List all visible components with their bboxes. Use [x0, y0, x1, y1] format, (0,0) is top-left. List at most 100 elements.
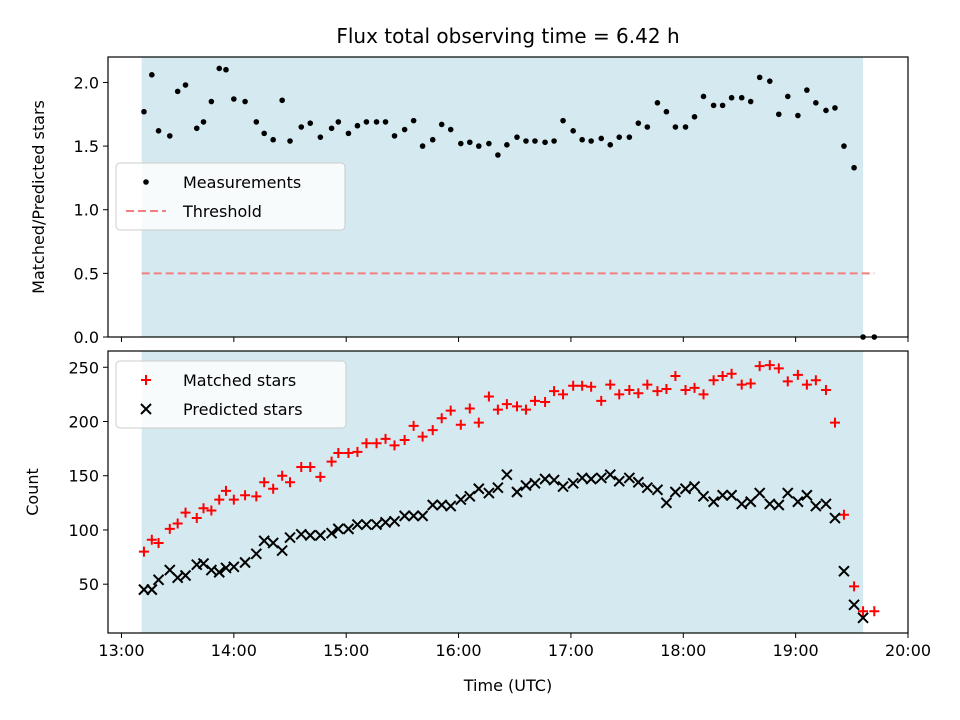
measurement-point [466, 139, 473, 146]
y-tick-label: 0.0 [74, 328, 99, 347]
measurement-point [182, 82, 189, 88]
measurement-point [700, 93, 707, 100]
predicted-star-point [782, 487, 794, 499]
predicted-star-point [857, 612, 869, 624]
matched-star-point [180, 507, 191, 518]
y-axis-label: Count [23, 468, 42, 516]
legend: Measurements Threshold [115, 162, 346, 231]
measurement-point [391, 133, 398, 139]
predicted-star-point [492, 481, 504, 494]
matched-star-point [717, 370, 728, 381]
predicted-star-point [744, 496, 757, 508]
matched-star-point [153, 537, 164, 548]
predicted-star-point [548, 474, 560, 486]
measurement-point [419, 143, 426, 149]
matched-star-point [285, 477, 296, 488]
matched-star-point [492, 404, 503, 415]
matched-star-point [408, 420, 419, 431]
measurement-point [682, 124, 689, 130]
matched-star-point [568, 380, 579, 391]
legend: Matched stars Predicted stars [115, 360, 347, 429]
y-tick-label: 100 [68, 521, 99, 540]
measurement-point [261, 130, 267, 137]
predicted-star-point [848, 599, 860, 611]
matched-star-point [586, 381, 597, 392]
predicted-star-point [641, 481, 654, 494]
x-tick-label: 13:00 [98, 641, 144, 660]
measurement-point [738, 94, 745, 101]
measurement-point [438, 121, 445, 128]
matched-star-point [138, 546, 149, 557]
predicted-star-point [398, 510, 411, 522]
matched-star-point [670, 370, 681, 381]
matched-star-point [389, 440, 400, 451]
predicted-star-point [370, 518, 383, 531]
predicted-star-point [416, 510, 429, 522]
measurement-point [345, 130, 352, 137]
matched-star-point [445, 405, 456, 416]
predicted-star-point [539, 473, 551, 485]
matched-star-point [605, 379, 616, 390]
predicted-star-point [314, 529, 327, 542]
predicted-star-point [801, 489, 813, 501]
measurement-point [579, 136, 585, 143]
matched-star-point [633, 388, 644, 399]
matched-star-point [268, 483, 279, 494]
matched-star-point [540, 396, 551, 407]
measurement-point [728, 94, 735, 101]
x-tick-label: 14:00 [211, 641, 257, 660]
predicted-star-point [623, 472, 636, 484]
measurement-point [174, 88, 181, 95]
measurement-point [317, 134, 324, 140]
predicted-star-point [829, 512, 841, 524]
y-axis-label: Matched/Predicted stars [29, 100, 48, 294]
measurement-point [795, 112, 801, 119]
measurement-point [523, 138, 529, 144]
matched-star-point [745, 378, 756, 389]
measurement-point [307, 120, 314, 126]
axes-frame [107, 56, 909, 338]
measurement-point [155, 128, 162, 134]
matched-star-point [455, 419, 466, 430]
matched-star-point [228, 494, 239, 505]
measurement-point [458, 140, 464, 147]
predicted-star-point [707, 496, 720, 508]
measurement-point [784, 93, 791, 100]
measurement-point [242, 98, 248, 105]
predicted-star-point [455, 493, 467, 506]
measurement-point [813, 100, 819, 106]
predicted-star-point [725, 489, 738, 501]
legend-label: Matched stars [183, 371, 296, 390]
predicted-star-point [736, 498, 748, 510]
matched-star-point [577, 380, 588, 391]
measurement-point [841, 143, 847, 149]
measurement-point [208, 98, 215, 105]
predicted-star-point [228, 561, 240, 573]
matched-star-point [708, 375, 719, 386]
matched-star-point [343, 447, 354, 458]
matched-star-point [464, 403, 475, 414]
measurement-point [475, 143, 482, 149]
predicted-star-point [773, 499, 785, 511]
matched-star-point [529, 395, 540, 406]
legend-label: Threshold [182, 202, 262, 221]
matched-star-point [838, 509, 849, 520]
matched-star-point [206, 505, 217, 516]
predicted-star-point [511, 486, 523, 498]
series-matched-stars [138, 360, 880, 617]
y-tick-label: 1.5 [74, 137, 99, 156]
measurement-point [354, 122, 361, 129]
predicted-star-point [576, 472, 588, 484]
measurement-point [663, 108, 670, 115]
predicted-star-point [838, 565, 850, 577]
matched-star-point [782, 376, 793, 387]
measurement-point [200, 119, 207, 125]
measurement-point [363, 119, 370, 125]
measurement-point [710, 102, 717, 109]
predicted-star-point [351, 518, 364, 531]
matched-star-point [483, 391, 494, 402]
predicted-star-point [427, 499, 439, 511]
matched-star-point [810, 375, 821, 386]
matched-star-point [427, 425, 438, 436]
predicted-star-point [595, 472, 607, 484]
